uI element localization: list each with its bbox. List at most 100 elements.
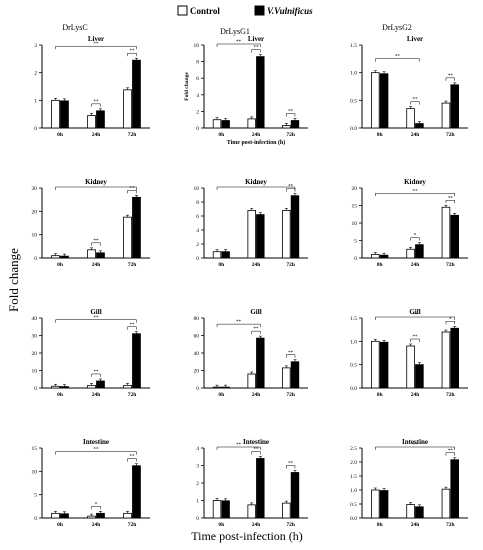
column-title-drlysc: DrLysC [62, 23, 87, 32]
y-tick-label: 20 [32, 351, 38, 357]
x-tick-label: 24h [411, 262, 420, 268]
x-tick-label: 72h [286, 132, 295, 138]
significance-label: ** [94, 239, 100, 244]
bar-control [123, 384, 132, 389]
x-tick-label: 0h [218, 392, 224, 398]
legend-label-control: Control [190, 6, 220, 16]
bar-control [441, 102, 451, 129]
bar-infected [415, 244, 424, 259]
significance-bracket [286, 354, 296, 358]
panel-drlysc-gill: 0 10 20 30 40 Gill 0h 24h 72h ** ** ** [32, 308, 150, 398]
significance-label: ** [236, 443, 242, 448]
x-tick-label: 0h [218, 262, 224, 268]
y-tick-label: 1.5 [350, 316, 357, 322]
y-tick-label: 60 [194, 334, 200, 340]
bar-control [87, 515, 96, 519]
bar-infected [256, 458, 265, 519]
significance-label: ** [413, 189, 419, 194]
x-tick-label: 0h [57, 262, 63, 268]
bar-infected [60, 513, 69, 519]
panel-title: Intestine [83, 438, 109, 446]
panel-drlysg1-intestine: 0 1 2 3 4 Intestine 0h 24h 72h ** ** ** [196, 438, 308, 528]
panel-drlysg1-gill: 0 20 40 60 80 Gill 0h 24h 72h ** ** ** [194, 308, 308, 398]
bar-control [406, 248, 415, 259]
bar-control [282, 502, 291, 519]
bar-control [212, 500, 222, 519]
bar-control [123, 512, 132, 519]
bar-control [282, 367, 291, 389]
significance-bracket [55, 451, 137, 455]
panel-title: Kidney [85, 178, 107, 186]
bar-infected [256, 56, 265, 129]
panel-drlysg1-kidney: 0 2 4 6 8 10 Kidney 0h 24h 72h ** ** [194, 178, 308, 268]
y-tick-label: 0 [34, 386, 37, 392]
x-tick-label: 72h [128, 392, 137, 398]
significance-bracket [286, 465, 296, 469]
bar-control [370, 489, 380, 519]
y-tick-label: 10 [32, 369, 38, 375]
significance-label: ** [413, 335, 419, 340]
y-tick-label: 3 [196, 464, 199, 470]
y-tick-label: 4 [196, 93, 199, 99]
y-tick-label: 0.0 [350, 386, 357, 392]
x-tick-label: 72h [446, 132, 455, 138]
y-tick-label: 10 [194, 186, 200, 192]
bar-infected [96, 380, 105, 389]
x-tick-label: 72h [446, 262, 455, 268]
x-tick-label: 0h [377, 262, 383, 268]
x-tick-label: 0h [377, 392, 383, 398]
bar-infected [132, 333, 141, 389]
y-tick-label: 30 [32, 334, 38, 340]
bar-infected [256, 214, 265, 259]
y-tick-label: 10 [32, 469, 38, 475]
significance-bracket [251, 49, 261, 53]
y-tick-label: 40 [194, 351, 200, 357]
significance-label: ** [94, 316, 100, 321]
panel-title: Liver [88, 35, 104, 43]
y-tick-label: 40 [32, 316, 38, 322]
bar-infected [132, 196, 141, 259]
y-tick-label: 0 [34, 256, 37, 262]
significance-label: ** [236, 320, 242, 325]
significance-bracket [216, 323, 261, 328]
significance-bracket [445, 452, 455, 456]
bar-control [441, 331, 451, 389]
y-tick-label: 10 [194, 43, 200, 49]
x-tick-label: 72h [446, 392, 455, 398]
x-tick-label: 72h [128, 522, 137, 528]
bar-control [370, 340, 380, 389]
y-tick-label: 0.0 [350, 126, 357, 132]
significance-label: ** [130, 323, 136, 328]
significance-label: ** [448, 74, 454, 79]
y-tick-label: 0.0 [350, 516, 357, 522]
y-tick-label: 2 [196, 242, 199, 248]
bar-infected [221, 251, 230, 259]
significance-bracket [410, 237, 420, 241]
panel-title: Intestine [243, 438, 269, 446]
y-tick-label: 1.0 [350, 339, 357, 345]
bar-control [282, 125, 291, 129]
panel-drlysc-kidney: 0 10 20 30 Kidney 0h 24h 72h ** ** ** [32, 178, 150, 268]
significance-bracket [375, 316, 455, 320]
y-tick-label: 3 [34, 43, 37, 49]
column-title-drlysg1: DrLysG1 [220, 27, 250, 36]
significance-bracket [91, 242, 101, 246]
y-tick-label: 5 [354, 239, 357, 245]
significance-bracket [286, 113, 296, 117]
x-tick-label: 24h [92, 392, 101, 398]
bar-infected [132, 59, 141, 129]
y-tick-label: 4 [196, 446, 199, 452]
x-tick-label: 24h [252, 522, 261, 528]
bar-infected [450, 327, 460, 389]
panel-drlysg2-intestine: 0.0 0.5 1.0 1.5 2.0 2.5 Intestine 0h 24h 72h ** ** [350, 438, 468, 528]
significance-bracket [410, 338, 420, 342]
bar-control [87, 249, 96, 259]
x-tick-label: 72h [286, 262, 295, 268]
bar-control [212, 119, 222, 129]
bar-infected [290, 195, 300, 259]
x-tick-label: 24h [92, 132, 101, 138]
legend-swatch-control [177, 5, 188, 16]
significance-bracket [127, 190, 137, 194]
significance-label: ** [254, 183, 260, 188]
